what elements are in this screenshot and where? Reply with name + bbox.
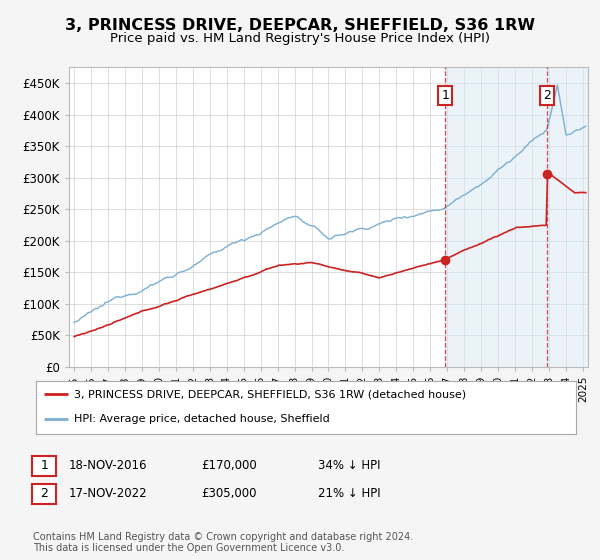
Text: 1: 1 bbox=[441, 89, 449, 102]
Text: £170,000: £170,000 bbox=[201, 459, 257, 473]
Text: 3, PRINCESS DRIVE, DEEPCAR, SHEFFIELD, S36 1RW (detached house): 3, PRINCESS DRIVE, DEEPCAR, SHEFFIELD, S… bbox=[74, 389, 466, 399]
Text: Contains HM Land Registry data © Crown copyright and database right 2024.
This d: Contains HM Land Registry data © Crown c… bbox=[33, 531, 413, 553]
Text: 18-NOV-2016: 18-NOV-2016 bbox=[69, 459, 148, 473]
Text: 3, PRINCESS DRIVE, DEEPCAR, SHEFFIELD, S36 1RW: 3, PRINCESS DRIVE, DEEPCAR, SHEFFIELD, S… bbox=[65, 18, 535, 32]
Text: £305,000: £305,000 bbox=[201, 487, 257, 501]
Text: 2: 2 bbox=[543, 89, 551, 102]
Text: 1: 1 bbox=[40, 459, 49, 473]
Text: HPI: Average price, detached house, Sheffield: HPI: Average price, detached house, Shef… bbox=[74, 414, 329, 424]
Text: 34% ↓ HPI: 34% ↓ HPI bbox=[318, 459, 380, 473]
Bar bbox=[445, 67, 588, 367]
Text: 2: 2 bbox=[40, 487, 49, 501]
Text: Price paid vs. HM Land Registry's House Price Index (HPI): Price paid vs. HM Land Registry's House … bbox=[110, 31, 490, 45]
Text: 17-NOV-2022: 17-NOV-2022 bbox=[69, 487, 148, 501]
Text: 21% ↓ HPI: 21% ↓ HPI bbox=[318, 487, 380, 501]
